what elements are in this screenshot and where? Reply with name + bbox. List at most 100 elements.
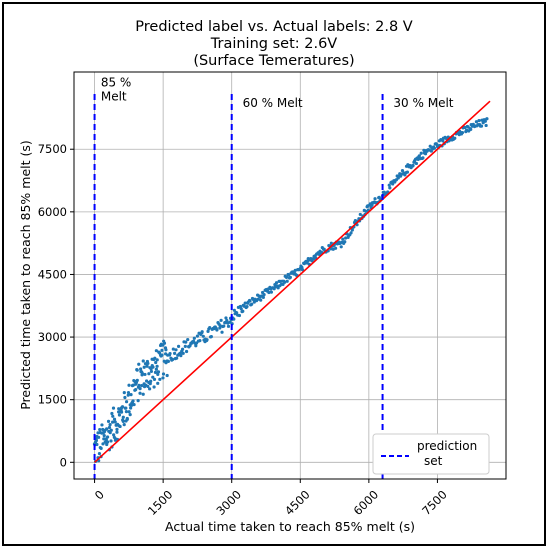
scatter-point bbox=[156, 370, 161, 374]
scatter-point bbox=[256, 297, 260, 301]
x-tick-label: 1500 bbox=[145, 487, 176, 518]
scatter-point bbox=[184, 349, 189, 354]
scatter-point bbox=[145, 364, 149, 368]
scatter-point bbox=[429, 149, 433, 153]
chart-title-line-2: Training set: 2.6V bbox=[210, 36, 338, 52]
x-tick-label: 0 bbox=[92, 487, 107, 502]
scatter-point bbox=[165, 373, 169, 378]
scatter-point bbox=[180, 347, 185, 351]
scatter-point bbox=[153, 370, 158, 374]
diagonal-reference-line bbox=[94, 100, 491, 463]
scatter-point bbox=[220, 330, 224, 334]
scatter-point bbox=[105, 435, 110, 439]
scatter-point bbox=[111, 406, 116, 410]
scatter-point bbox=[109, 439, 113, 443]
scatter-point bbox=[341, 237, 345, 241]
scatter-point bbox=[127, 410, 131, 414]
scatter-point bbox=[161, 372, 166, 376]
y-tick-label: 1500 bbox=[38, 393, 67, 407]
scatter-point bbox=[154, 367, 158, 371]
x-axis-label: Actual time taken to reach 85% melt (s) bbox=[165, 519, 415, 534]
scatter-point bbox=[125, 416, 129, 421]
scatter-point bbox=[166, 359, 171, 363]
y-tick-label: 4500 bbox=[38, 267, 67, 281]
scatter-point bbox=[248, 299, 252, 303]
scatter-point bbox=[267, 290, 271, 295]
scatter-point bbox=[224, 316, 228, 320]
legend-label-line-2: set bbox=[424, 454, 443, 468]
scatter-point bbox=[101, 442, 105, 446]
scatter-point bbox=[485, 117, 489, 121]
chart: Predicted label vs. Actual labels: 2.8 V… bbox=[18, 19, 507, 534]
scatter-point bbox=[198, 338, 202, 343]
scatter-point bbox=[127, 383, 131, 387]
figure-frame: Predicted label vs. Actual labels: 2.8 V… bbox=[2, 2, 546, 546]
scatter-point bbox=[339, 245, 343, 249]
scatter-point bbox=[219, 318, 223, 322]
scatter-point bbox=[417, 154, 421, 158]
scatter-point bbox=[477, 119, 481, 123]
scatter-point bbox=[225, 318, 229, 323]
scatter-point bbox=[132, 402, 136, 407]
scatter-point bbox=[138, 387, 142, 391]
scatter-point bbox=[156, 381, 160, 385]
scatter-point bbox=[460, 131, 465, 135]
scatter-point bbox=[205, 338, 209, 342]
scatter-point bbox=[140, 384, 144, 388]
scatter-point bbox=[126, 393, 130, 397]
scatter-point bbox=[151, 365, 155, 369]
scatter-point bbox=[147, 372, 151, 376]
scatter-point bbox=[184, 340, 188, 344]
plot-data bbox=[92, 94, 491, 479]
scatter-point bbox=[120, 405, 125, 409]
scatter-point bbox=[232, 308, 236, 312]
scatter-point bbox=[112, 433, 116, 437]
scatter-point bbox=[146, 384, 150, 388]
scatter-point bbox=[103, 440, 107, 444]
scatter-point bbox=[419, 151, 423, 155]
scatter-point bbox=[122, 391, 126, 395]
legend-box bbox=[372, 433, 490, 475]
scatter-point bbox=[284, 275, 289, 279]
scatter-point bbox=[136, 398, 140, 403]
scatter-point bbox=[373, 197, 377, 201]
scatter-point bbox=[201, 334, 205, 338]
scatter-point bbox=[218, 324, 222, 328]
scatter-point bbox=[105, 427, 109, 431]
scatter-point bbox=[158, 377, 162, 381]
scatter-point bbox=[287, 273, 291, 277]
scatter-point bbox=[106, 440, 110, 444]
scatter-point bbox=[484, 123, 488, 128]
scatter-point bbox=[261, 295, 265, 299]
scatter-point bbox=[146, 361, 150, 366]
scatter-point bbox=[164, 348, 168, 352]
scatter-point bbox=[135, 368, 139, 372]
scatter-point bbox=[463, 125, 467, 130]
scatter-point bbox=[124, 406, 128, 410]
scatter-point bbox=[121, 415, 125, 419]
scatter-point bbox=[99, 446, 103, 450]
scatter-point bbox=[141, 359, 145, 363]
scatter-point bbox=[288, 275, 292, 279]
scatter-point bbox=[245, 304, 249, 309]
scatter-point bbox=[122, 423, 126, 427]
scatter-point bbox=[349, 231, 353, 235]
scatter-point bbox=[215, 328, 219, 332]
scatter-point bbox=[97, 435, 101, 439]
annotation-30-melt: 30 % Melt bbox=[393, 96, 453, 110]
scatter-point bbox=[411, 163, 415, 168]
scatter-point bbox=[173, 351, 177, 355]
y-tick-label: 6000 bbox=[38, 205, 67, 219]
y-tick-label: 7500 bbox=[38, 142, 67, 156]
scatter-point bbox=[142, 365, 146, 369]
legend-label-line-1: prediction bbox=[417, 439, 477, 453]
scatter-point bbox=[239, 307, 243, 311]
scatter-point bbox=[149, 369, 154, 374]
scatter-point bbox=[453, 136, 457, 140]
scatter-point bbox=[333, 246, 338, 250]
scatter-point bbox=[186, 337, 190, 342]
scatter-point bbox=[283, 280, 287, 284]
scatter-point bbox=[108, 431, 112, 435]
scatter-point bbox=[111, 420, 115, 424]
scatter-point bbox=[112, 417, 117, 421]
